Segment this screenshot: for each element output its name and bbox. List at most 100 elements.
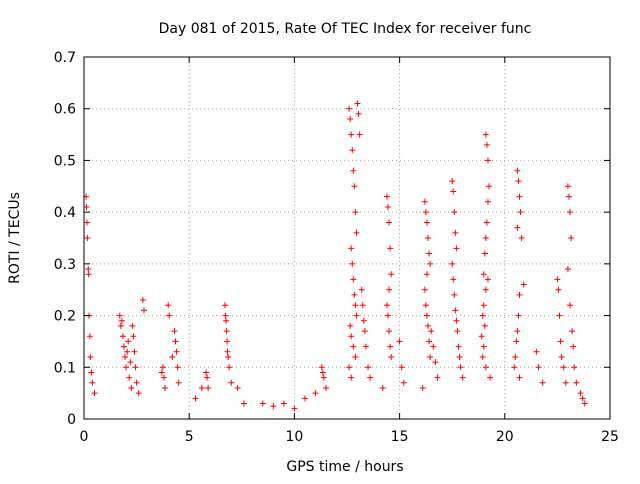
data-point — [120, 343, 127, 350]
data-point — [425, 322, 432, 329]
data-point — [423, 312, 430, 319]
data-point — [434, 374, 441, 381]
data-point — [533, 348, 540, 355]
data-point — [517, 209, 524, 216]
data-point — [581, 400, 588, 407]
data-point — [322, 384, 329, 391]
data-point — [359, 302, 366, 309]
data-point — [240, 400, 247, 407]
data-point — [556, 312, 563, 319]
x-axis-label: GPS time / hours — [286, 459, 403, 475]
data-point — [348, 333, 355, 340]
data-point — [482, 235, 489, 241]
chart-title: Day 081 of 2015, Rate Of TEC Index for r… — [159, 21, 532, 37]
data-point — [204, 374, 211, 381]
data-point — [421, 198, 428, 205]
data-point — [139, 297, 146, 304]
plot-frame — [83, 56, 611, 420]
data-point — [88, 369, 95, 376]
data-point — [192, 395, 199, 402]
data-point — [349, 260, 356, 267]
data-point — [480, 302, 487, 309]
data-point — [451, 209, 458, 216]
data-point — [140, 307, 147, 314]
data-point — [174, 364, 181, 371]
data-point — [360, 317, 367, 324]
data-point — [511, 364, 518, 371]
data-point — [353, 312, 360, 319]
data-point — [386, 286, 393, 293]
data-point — [482, 286, 489, 293]
data-point — [133, 379, 140, 386]
data-point — [351, 183, 358, 190]
data-point — [361, 328, 368, 335]
data-point — [427, 353, 434, 360]
data-point — [555, 286, 562, 293]
data-point — [449, 260, 456, 267]
data-point — [385, 203, 392, 210]
data-point — [386, 219, 393, 226]
data-point — [165, 302, 172, 309]
data-point — [123, 364, 130, 371]
data-point — [367, 374, 374, 381]
data-point — [173, 348, 180, 355]
data-point — [571, 364, 578, 371]
data-point — [452, 307, 459, 314]
data-point — [432, 359, 439, 366]
data-point — [421, 286, 428, 293]
data-point — [352, 302, 359, 309]
data-point — [396, 338, 403, 345]
data-point — [124, 348, 131, 355]
data-point — [565, 193, 572, 200]
data-point — [228, 379, 235, 386]
data-point — [427, 260, 434, 267]
data-point — [450, 188, 457, 195]
data-point — [453, 245, 460, 252]
data-point — [132, 364, 139, 371]
data-point — [539, 379, 546, 386]
data-point — [117, 322, 124, 329]
data-point — [383, 193, 390, 200]
data-point — [513, 338, 520, 345]
data-point — [226, 364, 233, 371]
data-point — [456, 353, 463, 360]
data-point — [515, 178, 522, 185]
data-point — [379, 384, 386, 391]
data-point — [91, 390, 98, 397]
data-point — [224, 348, 231, 355]
data-point — [319, 369, 326, 376]
data-point — [222, 312, 229, 319]
data-point — [85, 266, 92, 273]
data-point — [166, 312, 173, 319]
data-point — [484, 198, 491, 205]
data-points — [83, 100, 588, 412]
data-point — [365, 364, 372, 371]
data-point — [482, 364, 489, 371]
data-point — [518, 235, 525, 241]
data-point — [348, 245, 355, 252]
data-point — [453, 317, 460, 324]
data-point — [159, 364, 166, 371]
data-point — [514, 224, 521, 231]
data-point — [557, 338, 564, 345]
data-point — [387, 245, 394, 252]
data-point — [270, 403, 277, 410]
data-point — [356, 131, 363, 138]
data-point — [564, 183, 571, 190]
data-point — [558, 353, 565, 360]
data-point — [354, 100, 361, 107]
data-point — [223, 328, 230, 335]
y-tick-label: 0.7 — [54, 50, 76, 66]
grid-lines — [84, 57, 610, 419]
data-point — [478, 333, 485, 340]
data-point — [483, 141, 490, 148]
data-point — [387, 343, 394, 350]
data-point — [482, 131, 489, 138]
data-point — [484, 276, 491, 283]
data-point — [459, 374, 466, 381]
data-point — [426, 250, 433, 257]
data-point — [355, 110, 362, 117]
y-tick-label: 0.1 — [54, 360, 76, 376]
